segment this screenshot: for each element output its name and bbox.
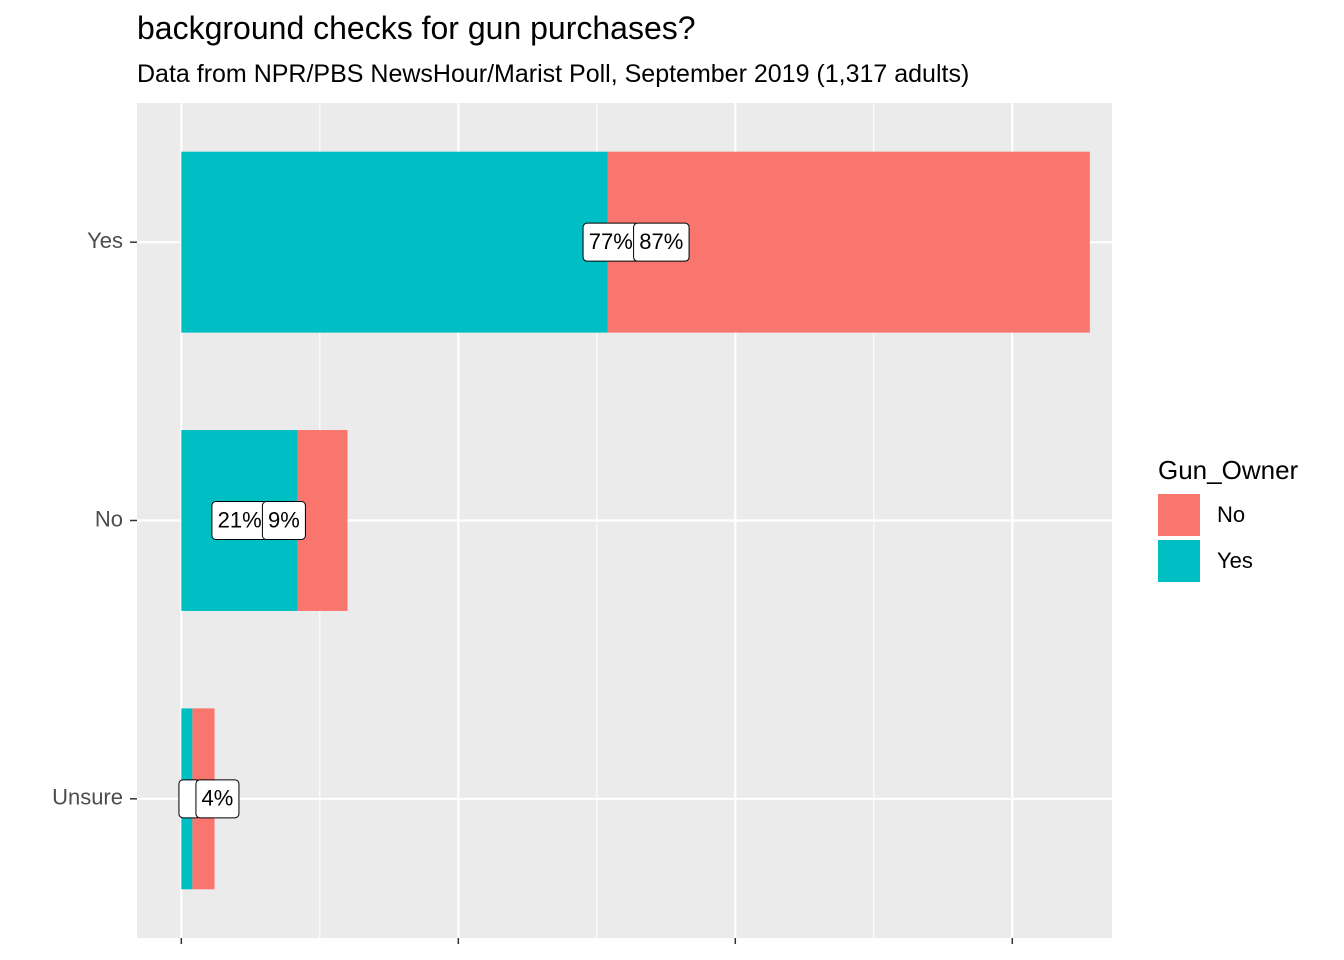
data-label-yes-yes: 77% (582, 222, 640, 262)
data-label-text: 4% (202, 786, 234, 811)
data-label-no-no: 9% (261, 501, 306, 540)
legend-swatch-yes (1158, 540, 1200, 582)
legend-label-yes: Yes (1217, 548, 1253, 573)
y-tick-label: Yes (87, 228, 123, 253)
chart-subtitle: Data from NPR/PBS NewsHour/Marist Poll, … (137, 60, 970, 88)
legend-item-no: No (1158, 492, 1298, 538)
data-label-text: 87% (639, 229, 683, 254)
data-label-text: 9% (268, 507, 300, 532)
data-label-box (633, 222, 690, 262)
legend: Gun_Owner No Yes (1158, 455, 1298, 584)
legend-label-no: No (1217, 502, 1246, 527)
data-label-no-yes: 21% (211, 501, 268, 540)
data-label-yes-no: 87% (633, 222, 690, 262)
legend-title: Gun_Owner (1158, 455, 1299, 485)
bar-yes-yes (181, 151, 608, 333)
bar-no-no (297, 430, 348, 611)
y-tick-label: Unsure (52, 785, 123, 810)
legend-swatch-no (1158, 494, 1200, 536)
data-label-box (195, 779, 240, 819)
data-label-text: 77% (589, 229, 633, 254)
data-label-unsure-no: 4% (195, 779, 240, 819)
chart-title: background checks for gun purchases? (137, 10, 696, 46)
legend-item-yes: Yes (1158, 538, 1298, 584)
data-label-box (261, 501, 306, 540)
data-label-text: 21% (218, 507, 262, 532)
y-tick-label: No (95, 506, 123, 531)
